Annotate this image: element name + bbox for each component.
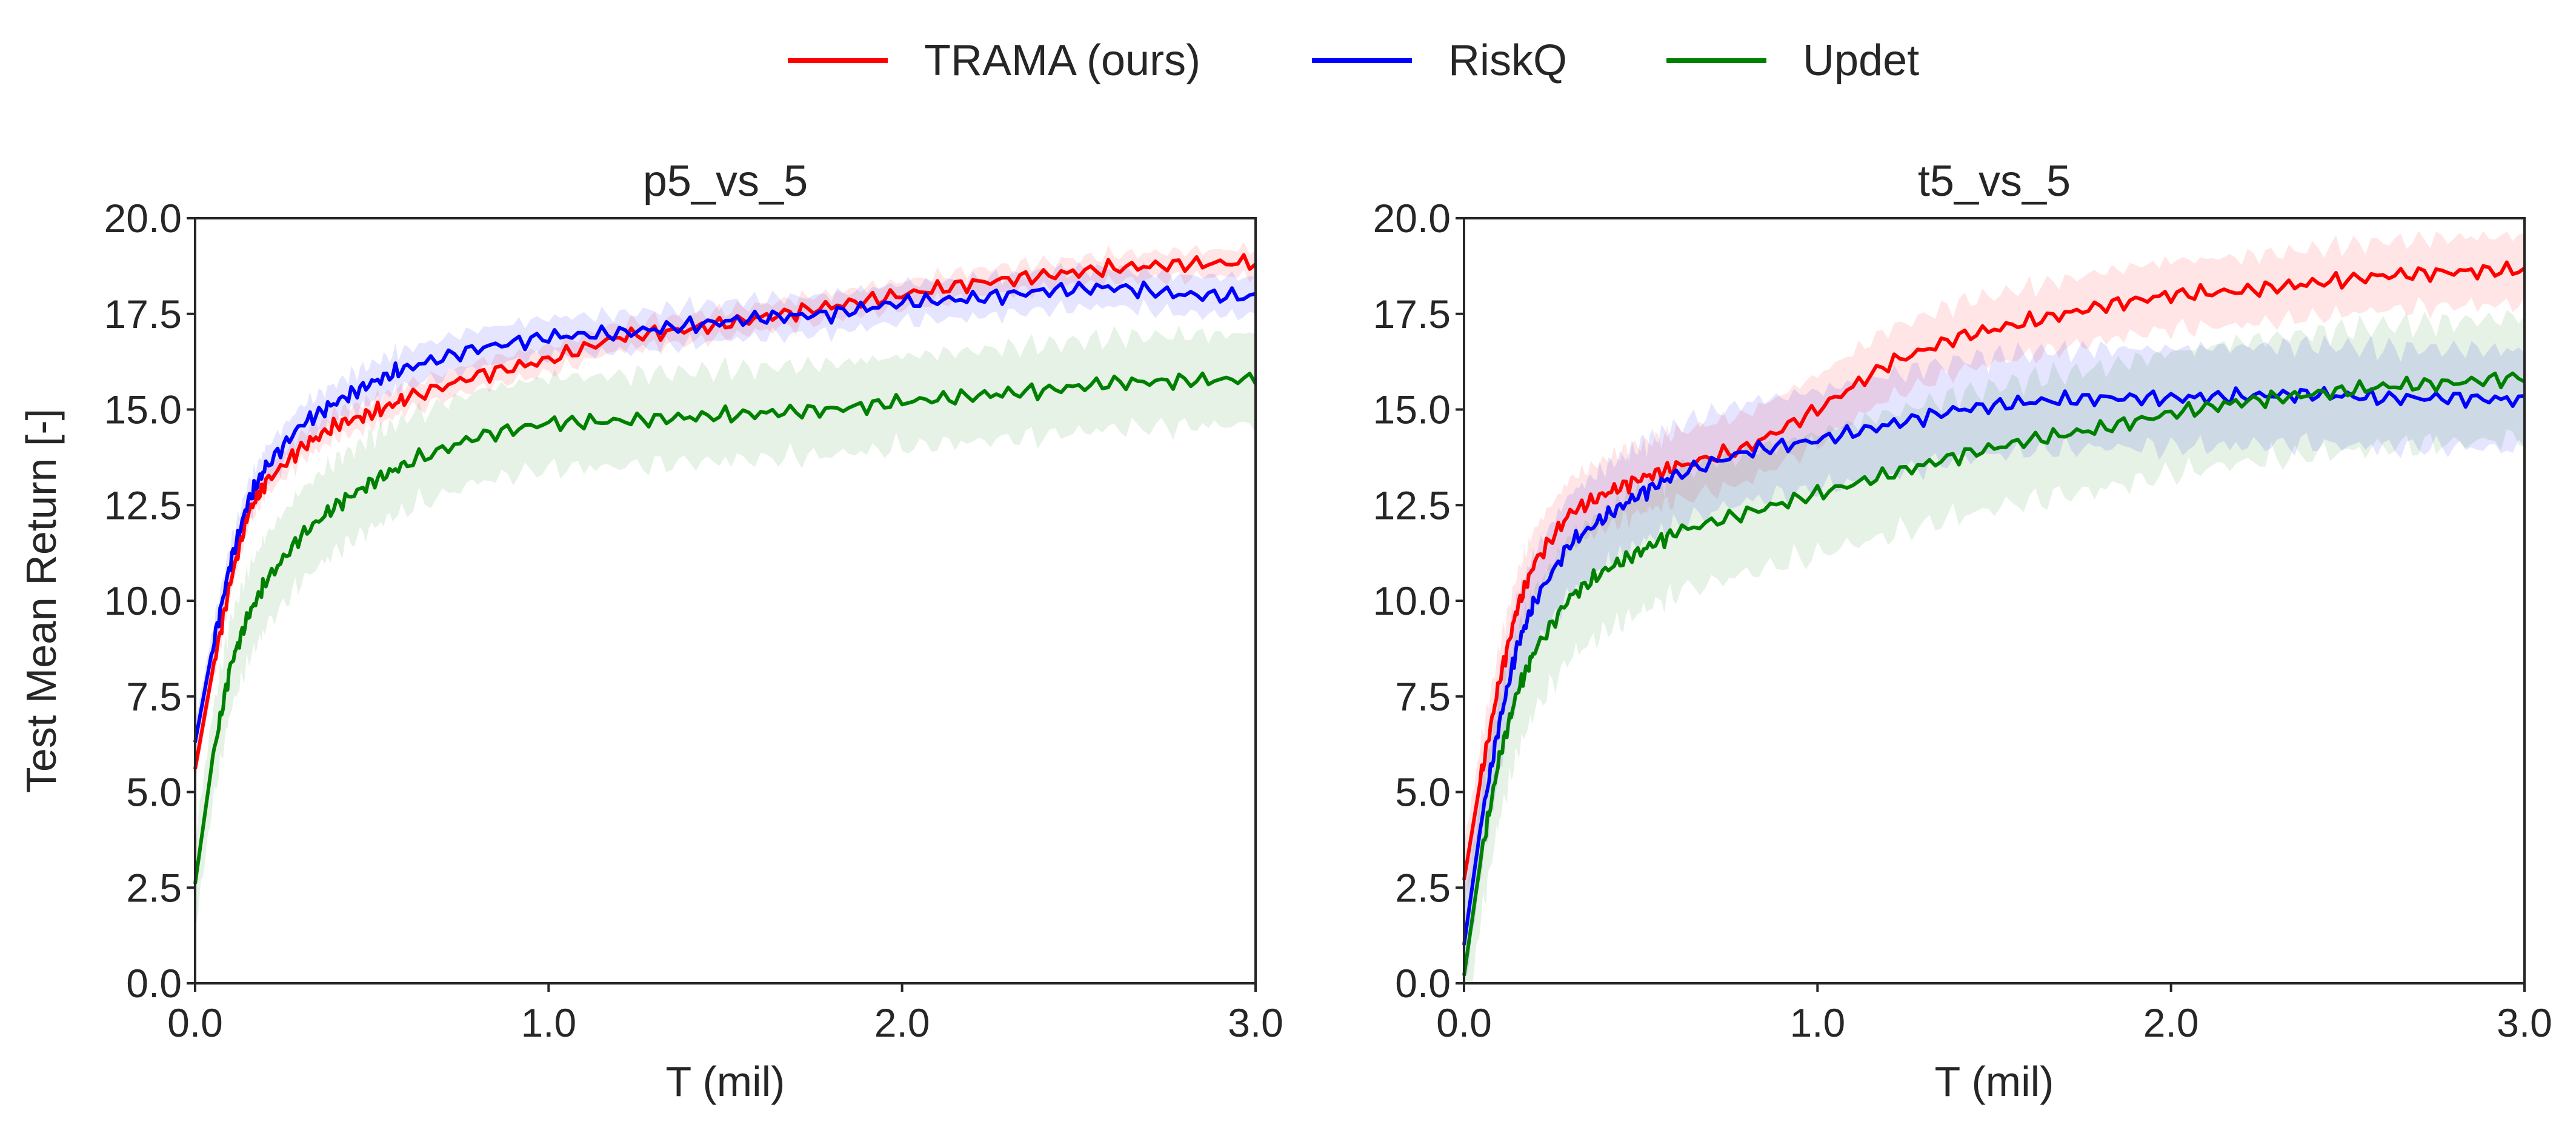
legend-entry-trama: TRAMA (ours) (788, 36, 1200, 85)
y-tick-label: 0.0 (126, 961, 182, 1006)
legend: TRAMA (ours) RiskQ Updet (788, 36, 1919, 85)
y-axis-ticks: 0.0 2.5 5.0 7.5 10.0 12.5 15.0 17.5 20.0 (104, 196, 195, 1006)
band-riskq (1464, 335, 2524, 983)
series-line-riskq (193, 280, 1256, 743)
y-tick-label: 7.5 (126, 674, 182, 719)
legend-label-riskq: RiskQ (1448, 36, 1567, 85)
chart-panel-p5-vs-5: p5_vs_5 0.0 2.5 5.0 7.5 10.0 12.5 15.0 17.5 20.0… (18, 157, 1283, 1105)
y-tick-label: 2.5 (126, 865, 182, 910)
legend-label-trama: TRAMA (ours) (924, 36, 1200, 85)
x-axis-label: T (mil) (1935, 1058, 2054, 1105)
y-tick-label: 15.0 (104, 387, 182, 432)
band-updet (195, 326, 1256, 926)
x-axis-ticks: 0.0 1.0 2.0 3.0 (167, 983, 1283, 1045)
series-line-trama-ours (193, 253, 1257, 770)
x-tick-label: 0.0 (1436, 1000, 1492, 1045)
y-tick-label: 17.5 (1373, 292, 1451, 336)
y-tick-label: 17.5 (104, 292, 182, 336)
y-tick-label: 20.0 (1373, 196, 1451, 241)
legend-entry-updet: Updet (1666, 36, 1919, 85)
y-tick-label: 0.0 (1395, 961, 1451, 1006)
chart-title: t5_vs_5 (1918, 157, 2071, 206)
x-axis-label: T (mil) (666, 1058, 785, 1105)
y-tick-label: 10.0 (104, 578, 182, 623)
legend-entry-riskq: RiskQ (1312, 36, 1567, 85)
series-lines (1462, 260, 2526, 976)
y-tick-label: 15.0 (1373, 387, 1451, 432)
y-tick-label: 5.0 (1395, 770, 1451, 815)
y-tick-label: 2.5 (1395, 865, 1451, 910)
chart-panel-t5-vs-5: t5_vs_5 0.0 2.5 5.0 7.5 10.0 12.5 15.0 17.5 20.0… (1373, 157, 2552, 1105)
y-tick-label: 10.0 (1373, 578, 1451, 623)
series-lines (193, 253, 1257, 884)
x-tick-label: 1.0 (1789, 1000, 1845, 1045)
legend-label-updet: Updet (1803, 36, 1919, 85)
x-tick-label: 3.0 (1228, 1000, 1283, 1045)
y-axis-ticks: 0.0 2.5 5.0 7.5 10.0 12.5 15.0 17.5 20.0 (1373, 196, 1464, 1006)
x-axis-ticks: 0.0 1.0 2.0 3.0 (1436, 983, 2552, 1045)
band-updet (1464, 310, 2524, 983)
x-tick-label: 2.0 (2143, 1000, 2199, 1045)
chart-title: p5_vs_5 (643, 157, 808, 206)
series-line-trama-ours (1462, 260, 2526, 881)
x-tick-label: 3.0 (2497, 1000, 2552, 1045)
y-tick-label: 12.5 (104, 483, 182, 527)
y-tick-label: 20.0 (104, 196, 182, 241)
x-tick-label: 1.0 (521, 1000, 576, 1045)
series-line-updet (1462, 371, 2526, 976)
x-tick-label: 0.0 (167, 1000, 223, 1045)
series-line-updet (193, 371, 1257, 884)
confidence-bands (1464, 230, 2524, 983)
y-tick-label: 7.5 (1395, 674, 1451, 719)
y-tick-label: 12.5 (1373, 483, 1451, 527)
x-tick-label: 2.0 (874, 1000, 930, 1045)
y-tick-label: 5.0 (126, 770, 182, 815)
y-axis-label: Test Mean Return [-] (18, 409, 65, 793)
